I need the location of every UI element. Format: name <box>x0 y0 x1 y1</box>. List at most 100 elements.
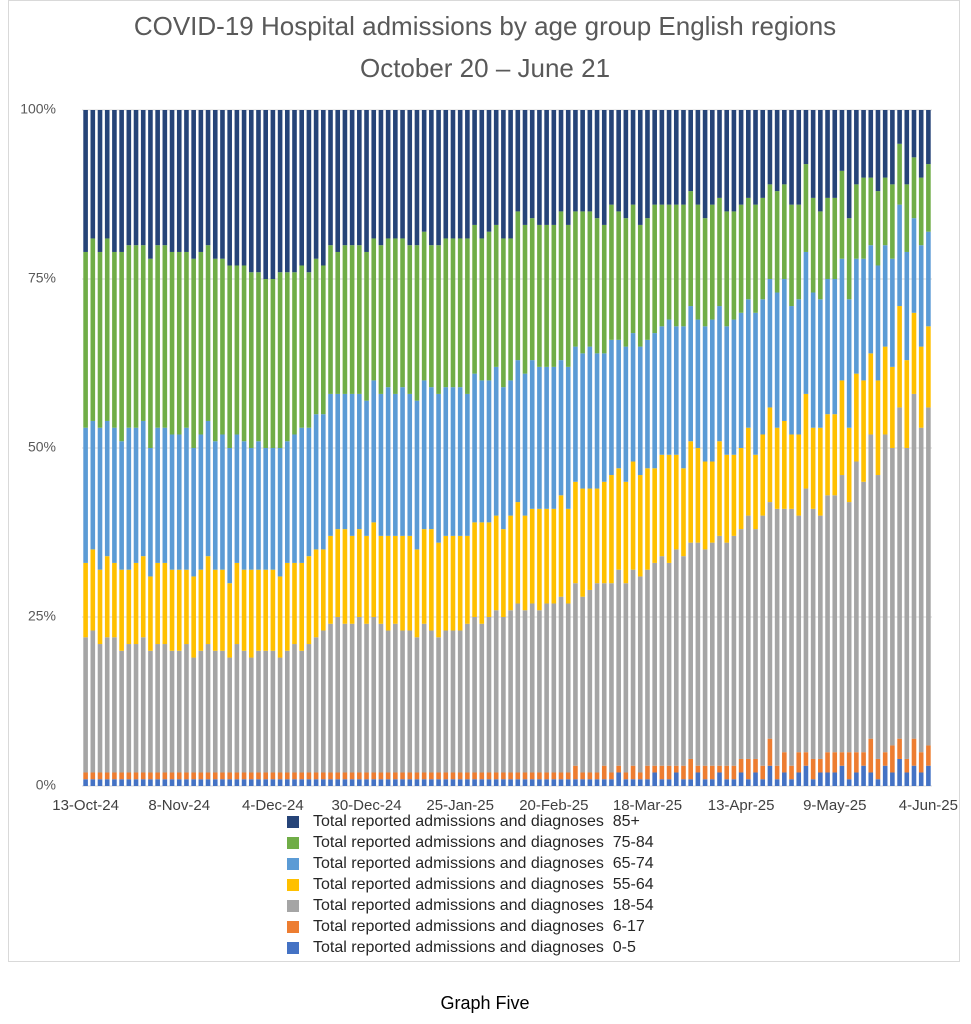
bar-segment <box>688 306 693 442</box>
bar-segment <box>313 549 319 638</box>
bar-segment <box>176 569 182 651</box>
bar-segment <box>436 542 441 638</box>
bar-segment <box>465 535 470 624</box>
bar-segment <box>774 191 780 293</box>
bar-segment <box>882 765 888 786</box>
bar-segment <box>97 569 103 645</box>
bar-segment <box>212 110 218 259</box>
bar-segment <box>407 110 413 246</box>
bar-segment <box>349 110 355 246</box>
bar-segment <box>731 454 737 536</box>
bar-segment <box>645 468 650 570</box>
bar-segment <box>371 522 377 617</box>
bar-segment <box>349 393 355 536</box>
bar-segment <box>479 380 485 523</box>
bar-segment <box>220 258 225 435</box>
bar-segment <box>558 779 564 786</box>
bar-segment <box>393 393 398 536</box>
bar-segment <box>508 110 513 239</box>
bar-segment <box>580 596 585 773</box>
bar-segment <box>601 583 607 766</box>
bar-segment <box>155 772 160 780</box>
bar-segment <box>248 569 254 658</box>
bar-segment <box>709 319 715 462</box>
bar-segment <box>652 204 657 334</box>
bar-segment <box>400 387 405 536</box>
bar-segment <box>875 475 881 759</box>
bar-segment <box>839 170 845 259</box>
bar-segment <box>97 110 103 252</box>
bar-segment <box>803 110 809 165</box>
bar-segment <box>659 326 665 455</box>
bar-segment <box>83 637 88 773</box>
bar-segment <box>681 765 686 780</box>
bar-segment <box>414 637 420 773</box>
bar-segment <box>789 110 794 205</box>
bar-segment <box>630 569 636 766</box>
bar-segment <box>767 765 773 786</box>
bar-segment <box>774 427 780 509</box>
bar-segment <box>810 427 816 509</box>
bar-segment <box>782 772 787 786</box>
x-tick-label: 9-May-25 <box>803 797 866 814</box>
bar-segment <box>126 110 132 246</box>
bar-segment <box>155 427 160 563</box>
bar-segment <box>184 772 189 780</box>
bar-segment <box>241 441 247 570</box>
bar-segment <box>746 110 751 198</box>
bar-segment <box>162 779 168 786</box>
bar-segment <box>681 779 686 786</box>
bar-segment <box>421 110 427 232</box>
bar-segment <box>551 224 557 367</box>
bar-segment <box>544 772 549 780</box>
bar-segment <box>810 197 816 293</box>
bar-segment <box>616 772 621 786</box>
bar-segment <box>609 110 614 205</box>
bar-segment <box>594 779 600 786</box>
bar-segment <box>738 204 744 313</box>
bar-segment <box>364 251 369 401</box>
bar-segment <box>782 184 787 279</box>
bar-segment <box>284 779 290 786</box>
bar-segment <box>313 779 319 786</box>
bar-segment <box>313 258 319 415</box>
bar-segment <box>789 508 794 766</box>
bar-segment <box>551 508 557 604</box>
bar-segment <box>601 779 607 786</box>
bar-segment <box>83 427 88 563</box>
bar-segment <box>486 617 492 773</box>
y-tick-label: 50% <box>28 439 56 455</box>
bar-segment <box>522 373 528 516</box>
bar-segment <box>112 637 117 773</box>
bar-segment <box>450 238 456 388</box>
bar-segment <box>191 258 196 448</box>
bar-segment <box>623 779 629 786</box>
bar-segment <box>688 542 693 759</box>
bar-segment <box>349 772 355 780</box>
bar-segment <box>738 448 744 530</box>
bar-segment <box>673 204 679 327</box>
bar-segment <box>926 745 931 766</box>
bar-segment <box>544 508 549 604</box>
bar-segment <box>263 448 268 570</box>
bar-segment <box>580 772 585 780</box>
bar-segment <box>472 779 477 786</box>
bar-segment <box>162 245 168 428</box>
bar-segment <box>825 110 830 198</box>
bar-segment <box>321 772 326 780</box>
bar-segment <box>890 110 895 185</box>
bar-segment <box>104 779 110 786</box>
bar-segment <box>746 779 751 786</box>
bar-segment <box>414 779 420 786</box>
bar-segment <box>335 251 341 394</box>
bar-segment <box>306 644 312 773</box>
bar-segment <box>753 312 758 455</box>
x-tick-label: 25-Jan-25 <box>426 797 494 814</box>
bar-segment <box>133 427 139 563</box>
bar-segment <box>652 110 657 205</box>
bar-segment <box>83 772 88 780</box>
bar-segment <box>104 110 110 239</box>
bar-segment <box>169 251 175 435</box>
bar-segment <box>868 110 874 178</box>
bar-segment <box>407 772 413 780</box>
